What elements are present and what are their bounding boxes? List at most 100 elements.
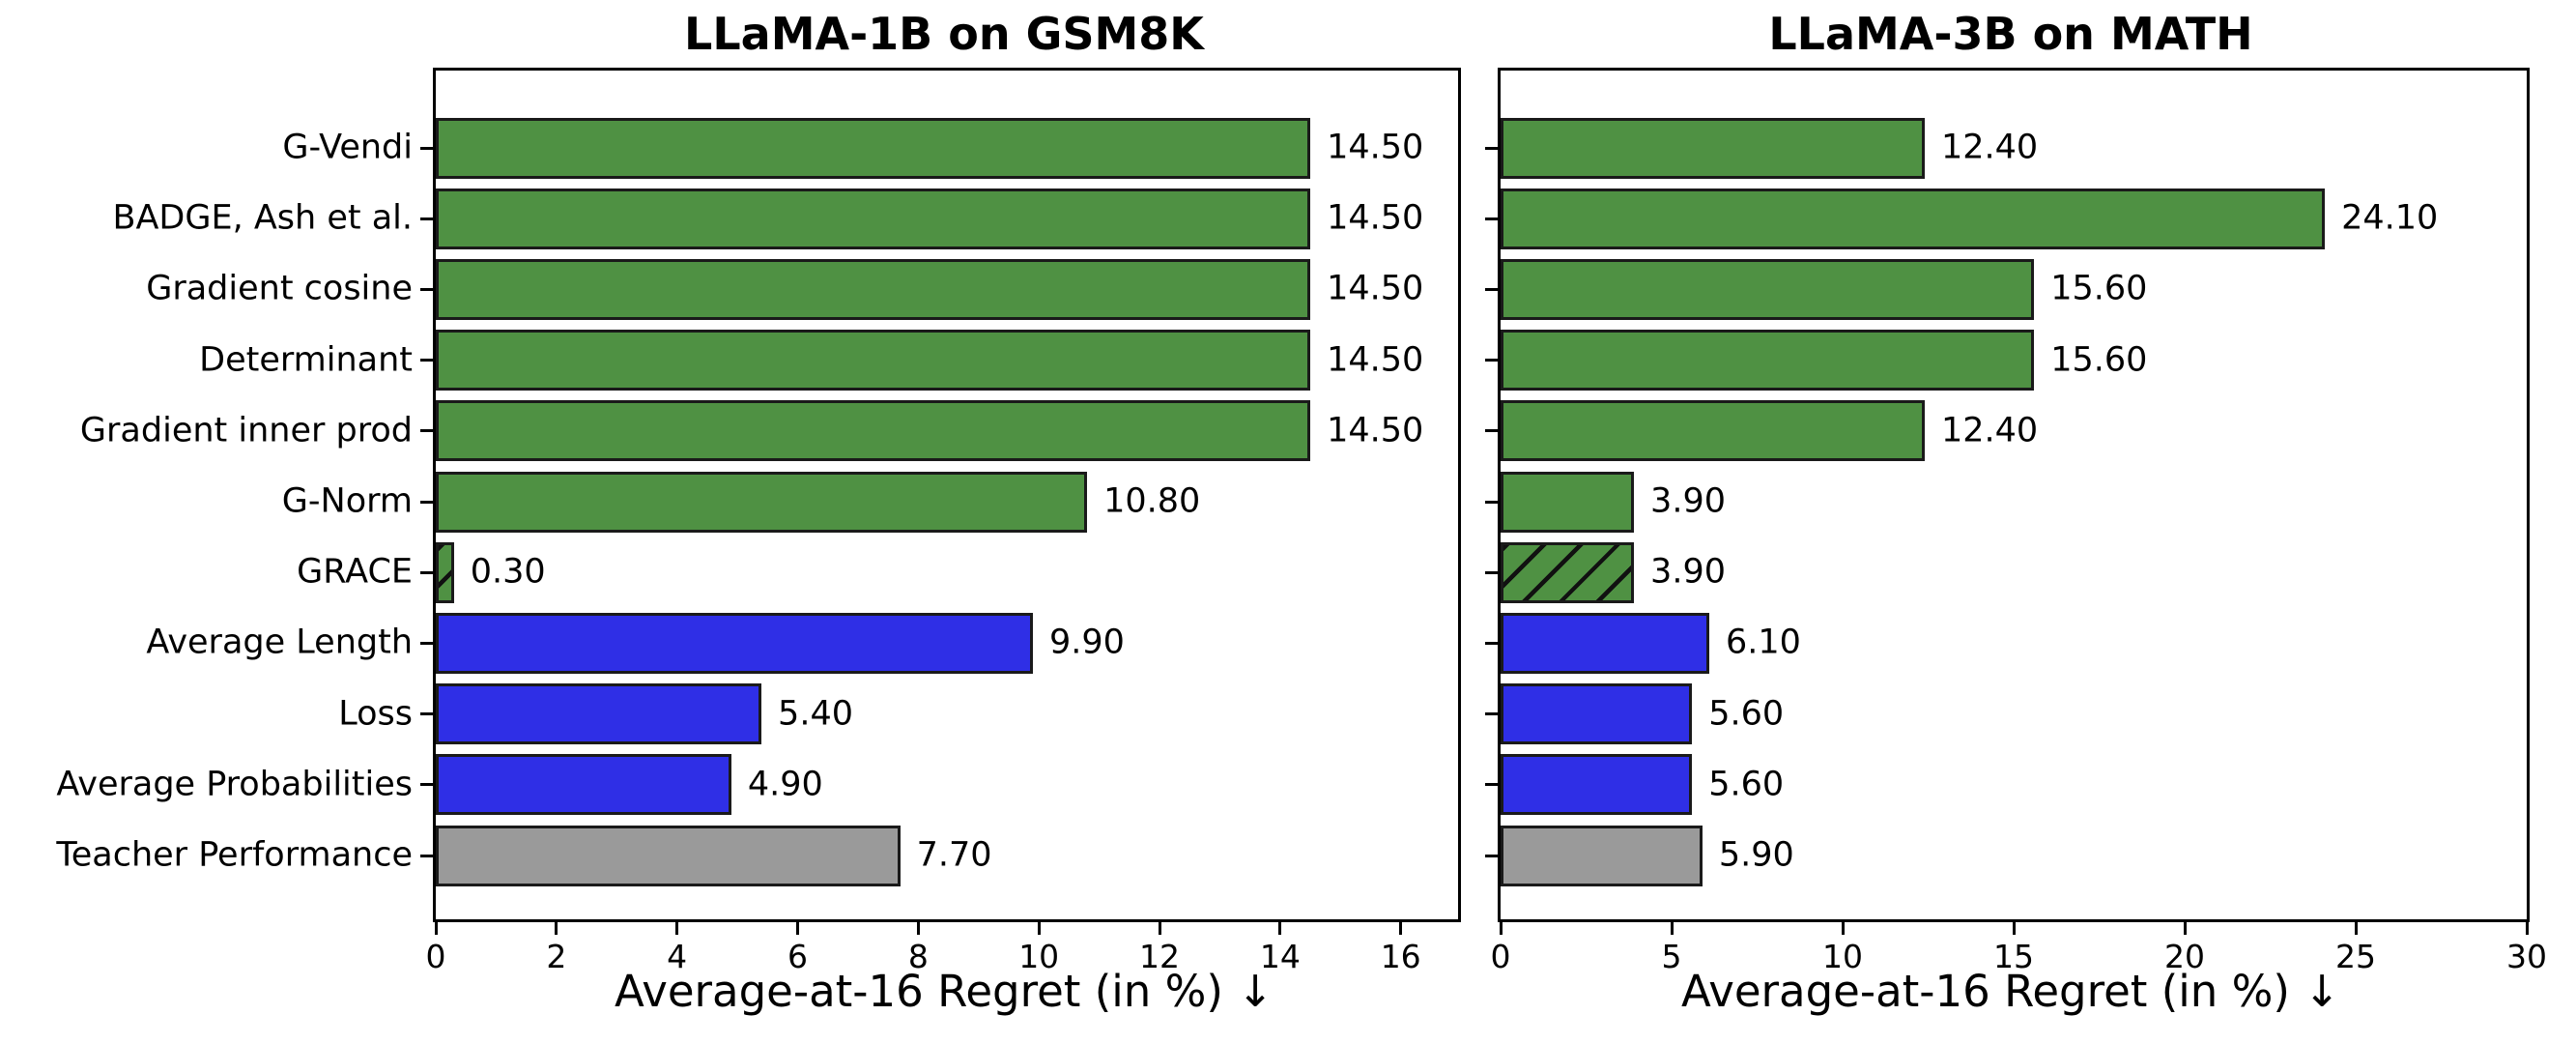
bar-determinant [436, 330, 1311, 392]
y-tick [1485, 570, 1498, 574]
bar-gradient-inner-prod [436, 400, 1311, 462]
x-tick [916, 922, 920, 935]
x-tick [1399, 922, 1403, 935]
y-tick [1485, 854, 1498, 857]
y-tick [420, 570, 433, 574]
x-tick [1037, 922, 1041, 935]
bar-g-norm [436, 471, 1088, 533]
category-label-gradient-inner-prod: Gradient inner prod [79, 411, 413, 450]
bar-gradient-inner-prod [1501, 400, 1925, 462]
x-tick [1670, 922, 1674, 935]
x-tick [1841, 922, 1845, 935]
y-tick [420, 500, 433, 504]
category-label-badge-ash-et-al: BADGE, Ash et al. [112, 198, 413, 238]
y-tick [1485, 783, 1498, 787]
left-plot-area: 14.50 G-Vendi 14.50 BADGE, Ash et al. 14.50 G… [56, 68, 1461, 972]
bar-gradient-cosine [1501, 258, 2035, 320]
x-tick [675, 922, 679, 935]
x-tick-label-14: 14 [1259, 938, 1301, 975]
bar-value-label-badge-ash-et-al: 24.10 [2341, 198, 2439, 238]
bar-value-label-average-probabilities: 5.60 [1708, 765, 1785, 804]
right-chart-title: LLaMA-3B on MATH [1768, 8, 2253, 60]
y-tick [420, 146, 433, 150]
bar-value-label-g-vendi: 12.40 [1940, 128, 2039, 167]
x-tick [2525, 922, 2529, 935]
bar-badge-ash-et-al [436, 188, 1311, 249]
x-tick-label-16: 16 [1380, 938, 1421, 975]
bar-value-label-average-length: 6.10 [1725, 623, 1801, 662]
y-tick [420, 217, 433, 220]
category-label-gradient-cosine: Gradient cosine [146, 269, 413, 308]
y-tick [420, 359, 433, 362]
x-tick [2183, 922, 2187, 935]
x-tick-label-12: 12 [1139, 938, 1181, 975]
x-tick [1499, 922, 1503, 935]
category-label-grace: GRACE [297, 552, 413, 592]
bar-g-norm [1501, 471, 1635, 533]
bar-value-label-badge-ash-et-al: 14.50 [1327, 198, 1424, 238]
bar-badge-ash-et-al [1501, 188, 2326, 249]
x-tick-label-25: 25 [2335, 938, 2376, 975]
y-tick [420, 712, 433, 716]
left-xaxis-label: Average-at-16 Regret (in %) ↓ [615, 966, 1274, 1017]
category-label-average-length: Average Length [146, 623, 413, 662]
y-tick [1485, 712, 1498, 716]
x-tick-label-4: 4 [667, 938, 688, 975]
bar-value-label-determinant: 14.50 [1327, 340, 1424, 380]
bar-value-label-gradient-cosine: 15.60 [2050, 269, 2148, 308]
y-tick [420, 287, 433, 291]
x-tick-label-6: 6 [787, 938, 808, 975]
bar-teacher-performance [436, 825, 901, 886]
bar-average-length [1501, 612, 1709, 674]
bar-value-label-gradient-inner-prod: 14.50 [1327, 411, 1424, 450]
bar-value-label-g-norm: 3.90 [1650, 481, 1726, 521]
bar-value-label-grace: 3.90 [1650, 552, 1726, 592]
category-label-determinant: Determinant [199, 340, 413, 380]
category-label-g-norm: G-Norm [281, 481, 413, 521]
bar-value-label-average-length: 9.90 [1048, 623, 1125, 662]
bar-value-label-determinant: 15.60 [2050, 340, 2148, 380]
x-tick-label-20: 20 [2164, 938, 2205, 975]
x-tick [796, 922, 799, 935]
bar-average-length [436, 612, 1033, 674]
x-tick [1278, 922, 1282, 935]
x-tick [2012, 922, 2016, 935]
y-tick [420, 429, 433, 433]
bar-value-label-g-vendi: 14.50 [1327, 128, 1424, 167]
bar-value-label-loss: 5.60 [1708, 694, 1785, 734]
right-xaxis-label: Average-at-16 Regret (in %) ↓ [1681, 966, 2340, 1017]
x-tick-label-0: 0 [1490, 938, 1511, 975]
right-plot-area: 12.40 24.10 15.60 15.60 12.40 3.90 3.90 6.10 5.6… [1485, 68, 2547, 972]
y-tick [420, 854, 433, 857]
bar-g-vendi [1501, 117, 1925, 179]
y-tick [1485, 359, 1498, 362]
bar-value-label-loss: 5.40 [778, 694, 853, 734]
bar-gradient-cosine [436, 258, 1311, 320]
bar-value-label-gradient-inner-prod: 12.40 [1940, 411, 2039, 450]
x-tick [434, 922, 438, 935]
x-tick-label-5: 5 [1661, 938, 1682, 975]
bar-determinant [1501, 330, 2035, 392]
x-tick [555, 922, 558, 935]
bar-value-label-g-norm: 10.80 [1103, 481, 1201, 521]
y-tick [1485, 500, 1498, 504]
bar-g-vendi [436, 117, 1311, 179]
category-label-g-vendi: G-Vendi [282, 128, 413, 167]
x-tick-label-10: 10 [1822, 938, 1863, 975]
left-chart-title: LLaMA-1B on GSM8K [684, 8, 1204, 60]
category-label-teacher-performance: Teacher Performance [56, 835, 413, 875]
x-tick-label-10: 10 [1018, 938, 1060, 975]
x-tick-label-0: 0 [425, 938, 446, 975]
x-tick-label-2: 2 [546, 938, 567, 975]
bar-average-probabilities [436, 754, 731, 816]
bar-value-label-average-probabilities: 4.90 [747, 765, 823, 804]
y-tick [1485, 429, 1498, 433]
y-tick [1485, 217, 1498, 220]
category-label-average-probabilities: Average Probabilities [56, 765, 413, 804]
bar-loss [1501, 683, 1693, 745]
bar-grace [1501, 541, 1635, 603]
bar-value-label-grace: 0.30 [470, 552, 546, 592]
bar-value-label-gradient-cosine: 14.50 [1327, 269, 1424, 308]
x-tick [1158, 922, 1161, 935]
